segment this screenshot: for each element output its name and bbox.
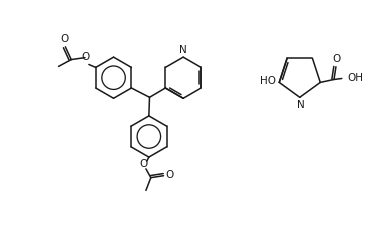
Text: O: O: [140, 159, 148, 169]
Text: O: O: [166, 170, 174, 180]
Text: HO: HO: [260, 76, 276, 86]
Text: N: N: [297, 100, 305, 110]
Text: O: O: [82, 52, 90, 62]
Text: OH: OH: [348, 72, 364, 83]
Text: O: O: [60, 34, 68, 44]
Text: O: O: [333, 54, 341, 64]
Text: N: N: [179, 45, 187, 55]
